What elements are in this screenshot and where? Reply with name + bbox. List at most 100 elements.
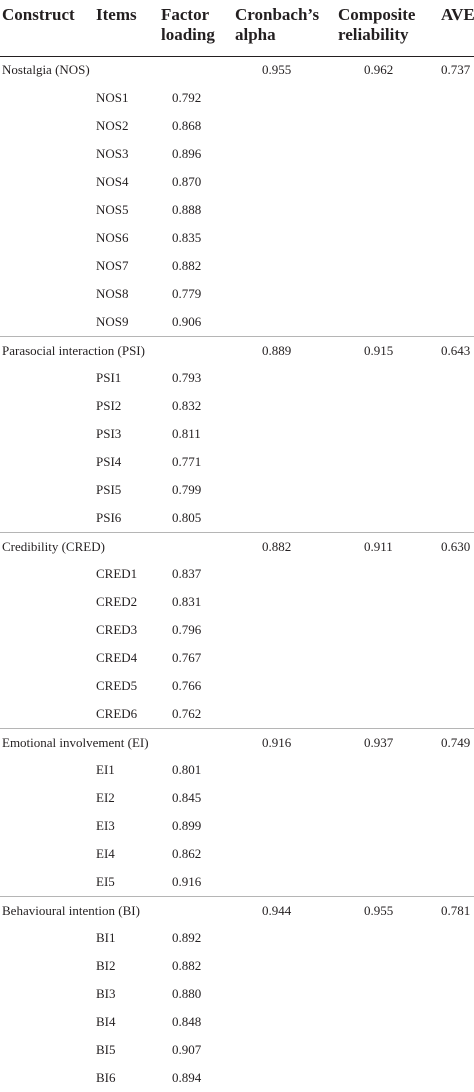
item-row: PSI4 0.771 <box>0 448 474 476</box>
item-row: NOS6 0.835 <box>0 224 474 252</box>
cronbach-alpha-value: 0.916 <box>262 735 292 750</box>
factor-loading-value: 0.801 <box>172 762 202 777</box>
item-code: EI5 <box>96 874 115 889</box>
header-factor-loading-line1: Factor <box>161 5 210 24</box>
factor-loading-value: 0.870 <box>172 174 202 189</box>
item-code: NOS9 <box>96 314 129 329</box>
item-row: PSI2 0.832 <box>0 392 474 420</box>
item-row: CRED1 0.837 <box>0 560 474 588</box>
factor-loading-value: 0.845 <box>172 790 202 805</box>
factor-loading-value: 0.868 <box>172 118 202 133</box>
item-code: PSI2 <box>96 398 122 413</box>
item-row: CRED4 0.767 <box>0 644 474 672</box>
ave-value: 0.630 <box>441 539 471 554</box>
factor-loading-value: 0.896 <box>172 146 202 161</box>
item-row: EI3 0.899 <box>0 812 474 840</box>
item-code: BI3 <box>96 986 116 1001</box>
factor-loading-value: 0.899 <box>172 818 202 833</box>
item-row: NOS4 0.870 <box>0 168 474 196</box>
item-row: PSI1 0.793 <box>0 364 474 392</box>
cronbach-alpha-value: 0.944 <box>262 903 292 918</box>
item-row: PSI3 0.811 <box>0 420 474 448</box>
factor-loading-value: 0.837 <box>172 566 202 581</box>
item-code: PSI1 <box>96 370 122 385</box>
item-code: PSI5 <box>96 482 122 497</box>
item-code: PSI3 <box>96 426 122 441</box>
composite-reliability-value: 0.915 <box>364 343 394 358</box>
construct-row: Parasocial interaction (PSI) 0.889 0.915 0.… <box>0 336 474 365</box>
factor-loading-value: 0.767 <box>172 650 202 665</box>
factor-loading-value: 0.882 <box>172 958 202 973</box>
item-row: NOS3 0.896 <box>0 140 474 168</box>
item-code: NOS6 <box>96 230 129 245</box>
item-row: CRED2 0.831 <box>0 588 474 616</box>
item-code: PSI4 <box>96 454 122 469</box>
item-row: BI6 0.894 <box>0 1064 474 1092</box>
header-factor-loading-line2: loading <box>161 25 215 44</box>
factor-loading-value: 0.799 <box>172 482 202 497</box>
item-code: CRED5 <box>96 678 138 693</box>
cronbach-alpha-value: 0.955 <box>262 62 292 77</box>
factor-loading-value: 0.907 <box>172 1042 202 1057</box>
composite-reliability-value: 0.962 <box>364 62 394 77</box>
factor-loading-value: 0.779 <box>172 286 202 301</box>
item-code: BI2 <box>96 958 116 973</box>
construct-name: Credibility (CRED) <box>2 539 105 554</box>
item-code: BI5 <box>96 1042 116 1057</box>
construct-row: Nostalgia (NOS) 0.955 0.962 0.737 <box>0 56 474 84</box>
item-code: CRED3 <box>96 622 138 637</box>
item-row: NOS1 0.792 <box>0 84 474 112</box>
item-code: EI4 <box>96 846 115 861</box>
factor-loading-value: 0.916 <box>172 874 202 889</box>
item-code: EI3 <box>96 818 115 833</box>
item-row: BI3 0.880 <box>0 980 474 1008</box>
item-row: PSI5 0.799 <box>0 476 474 504</box>
construct-row: Emotional involvement (EI) 0.916 0.937 0.74… <box>0 728 474 757</box>
construct-name: Behavioural intention (BI) <box>2 903 140 918</box>
cronbach-alpha-value: 0.882 <box>262 539 292 554</box>
item-code: NOS5 <box>96 202 129 217</box>
ave-value: 0.781 <box>441 903 471 918</box>
ave-value: 0.749 <box>441 735 471 750</box>
factor-loading-value: 0.796 <box>172 622 202 637</box>
factor-loading-value: 0.882 <box>172 258 202 273</box>
header-composite-reliability-line1: Composite <box>338 5 416 24</box>
factor-loading-value: 0.894 <box>172 1070 202 1085</box>
factor-loading-value: 0.762 <box>172 706 202 721</box>
ave-value: 0.643 <box>441 343 471 358</box>
item-code: BI6 <box>96 1070 116 1085</box>
item-row: NOS9 0.906 <box>0 308 474 336</box>
cronbach-alpha-value: 0.889 <box>262 343 292 358</box>
composite-reliability-value: 0.911 <box>364 539 393 554</box>
item-row: CRED6 0.762 <box>0 700 474 728</box>
header-cronbach-alpha: Cronbach’s alpha <box>235 5 319 45</box>
factor-loading-value: 0.805 <box>172 510 202 525</box>
composite-reliability-value: 0.955 <box>364 903 394 918</box>
item-code: EI1 <box>96 762 115 777</box>
factor-loading-value: 0.793 <box>172 370 202 385</box>
item-code: BI1 <box>96 930 116 945</box>
item-row: BI1 0.892 <box>0 924 474 952</box>
item-row: CRED5 0.766 <box>0 672 474 700</box>
header-cronbach-alpha-line1: Cronbach’s <box>235 5 320 24</box>
construct-name: Parasocial interaction (PSI) <box>2 343 145 358</box>
ave-value: 0.737 <box>441 62 471 77</box>
item-code: CRED2 <box>96 594 138 609</box>
factor-loading-value: 0.888 <box>172 202 202 217</box>
item-code: NOS2 <box>96 118 129 133</box>
factor-loading-value: 0.892 <box>172 930 202 945</box>
item-row: EI1 0.801 <box>0 756 474 784</box>
header-items: Items <box>96 5 137 24</box>
item-code: BI4 <box>96 1014 116 1029</box>
item-code: CRED6 <box>96 706 138 721</box>
header-composite-reliability: Composite reliability <box>338 5 415 45</box>
item-row: NOS2 0.868 <box>0 112 474 140</box>
item-code: CRED1 <box>96 566 138 581</box>
header-ave: AVE <box>441 5 474 24</box>
factor-loading-value: 0.835 <box>172 230 202 245</box>
item-code: PSI6 <box>96 510 122 525</box>
factor-loading-value: 0.848 <box>172 1014 202 1029</box>
item-code: NOS3 <box>96 146 129 161</box>
item-row: CRED3 0.796 <box>0 616 474 644</box>
item-row: BI2 0.882 <box>0 952 474 980</box>
